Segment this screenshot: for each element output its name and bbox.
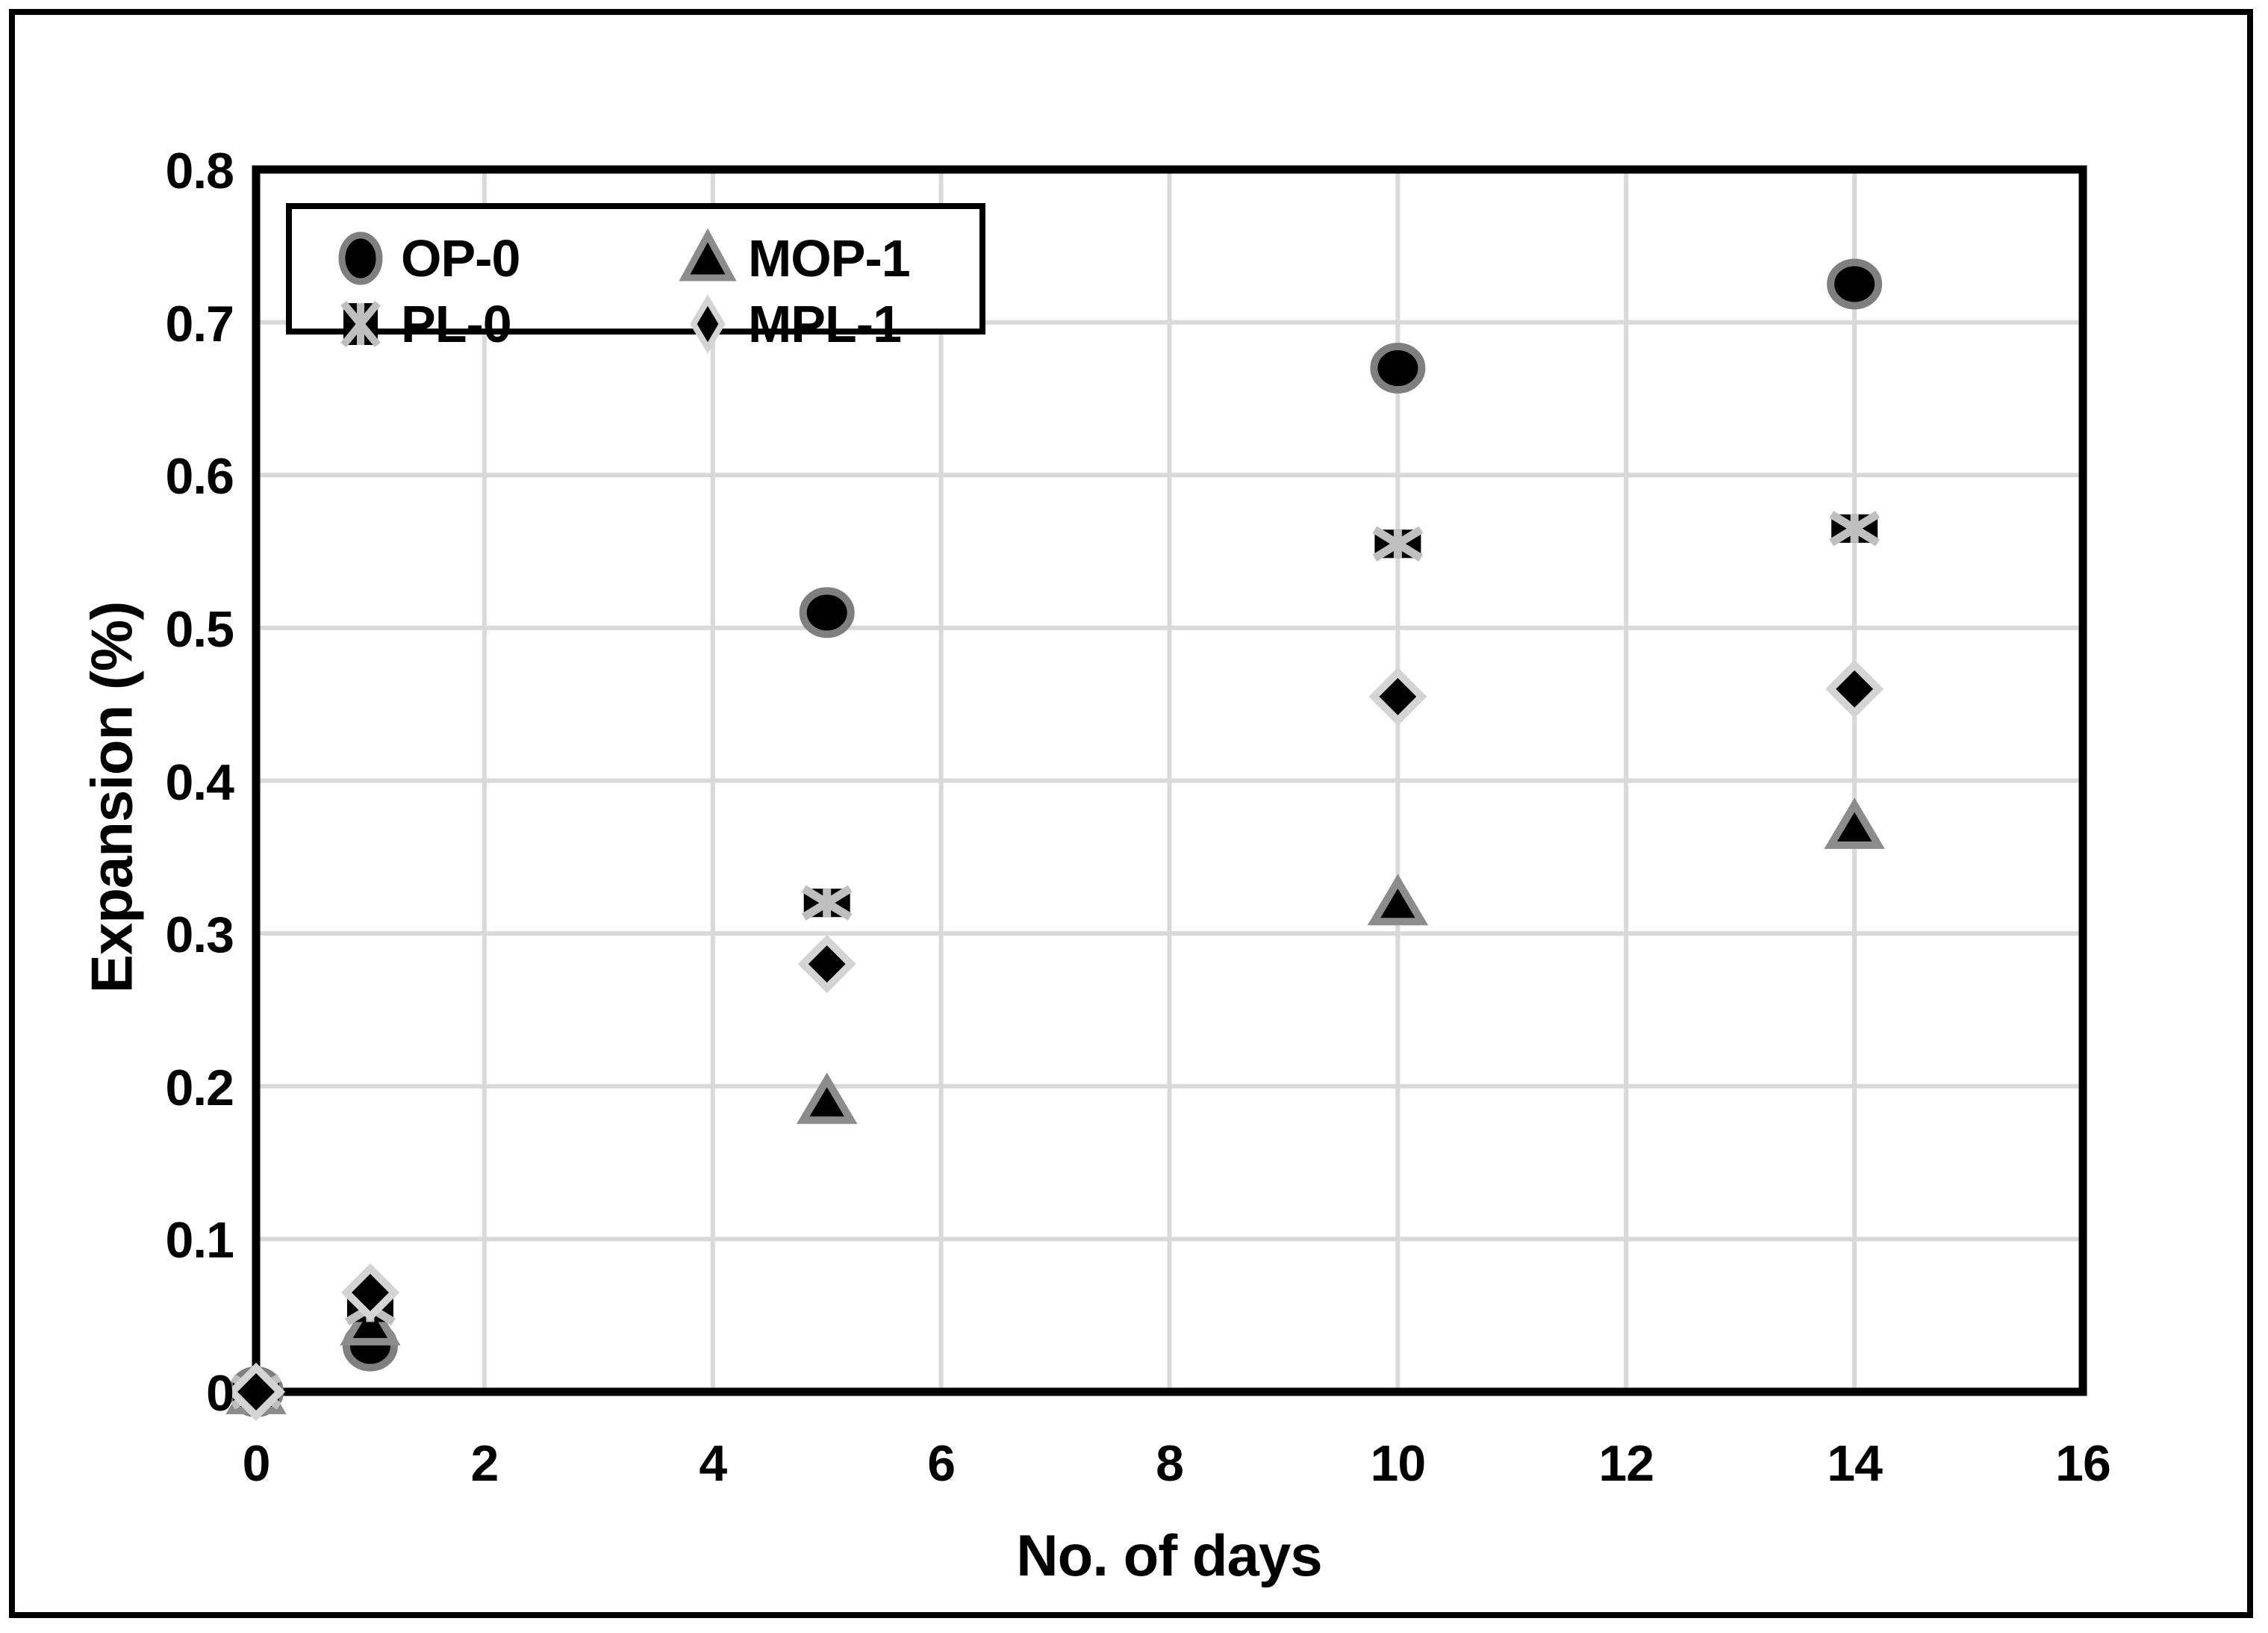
data-point-mop-1-3 — [1367, 874, 1429, 926]
data-point-mpl-1-2 — [797, 934, 856, 994]
data-point-op-0-2 — [799, 587, 855, 638]
x-marker-icon — [340, 300, 381, 348]
y-tick-label-0: 0 — [206, 1365, 234, 1422]
y-tick-label-0.3: 0.3 — [165, 906, 234, 964]
x-tick-label-4: 4 — [699, 1435, 727, 1492]
data-point-mop-1-4 — [1824, 797, 1885, 849]
circle-marker-icon — [338, 231, 383, 285]
y-tick-label-0.5: 0.5 — [165, 600, 234, 658]
x-tick-label-8: 8 — [1156, 1435, 1184, 1492]
data-point-op-0-4 — [1827, 258, 1883, 310]
legend-label-pl0: PL-0 — [401, 295, 512, 353]
y-tick-label-0.8: 0.8 — [165, 143, 234, 199]
triangle-marker-icon — [679, 228, 737, 282]
data-point-mpl-1-4 — [1825, 659, 1884, 718]
diamond-marker-icon — [690, 294, 726, 354]
data-point-op-0-3 — [1370, 343, 1426, 394]
x-axis-title: No. of days — [1016, 1522, 1322, 1588]
legend-item-mpl1: MPL-1 — [678, 294, 902, 354]
x-tick-label-14: 14 — [1827, 1435, 1883, 1492]
legend-item-pl0: PL-0 — [331, 294, 512, 354]
y-tick-label-0.2: 0.2 — [165, 1059, 234, 1116]
plot-frame — [252, 165, 2087, 1396]
legend-label-mop1: MOP-1 — [748, 229, 911, 287]
legend-label-op0: OP-0 — [401, 229, 520, 287]
y-tick-label-0.7: 0.7 — [165, 295, 234, 352]
data-point-mop-1-2 — [796, 1072, 858, 1125]
y-axis-title: Expansion (%) — [78, 601, 145, 994]
x-tick-label-2: 2 — [470, 1435, 499, 1492]
data-point-mpl-1-3 — [1368, 667, 1427, 727]
y-tick-label-0.4: 0.4 — [165, 753, 234, 811]
data-point-mpl-1-0 — [226, 1362, 286, 1422]
y-tick-label-0.6: 0.6 — [165, 448, 234, 506]
legend-label-mpl1: MPL-1 — [748, 295, 902, 353]
data-point-mpl-1-1 — [340, 1263, 400, 1322]
x-tick-label-10: 10 — [1370, 1435, 1427, 1492]
y-tick-label-0.1: 0.1 — [165, 1212, 234, 1269]
x-tick-label-0: 0 — [242, 1435, 271, 1492]
x-tick-label-16: 16 — [2055, 1435, 2111, 1492]
legend-item-op0: OP-0 — [331, 228, 520, 288]
legend-item-mop1: MOP-1 — [678, 228, 911, 288]
x-tick-label-6: 6 — [927, 1435, 956, 1492]
x-tick-label-12: 12 — [1598, 1435, 1654, 1492]
legend: OP-0 MOP-1 PL-0 MPL-1 — [286, 203, 985, 354]
